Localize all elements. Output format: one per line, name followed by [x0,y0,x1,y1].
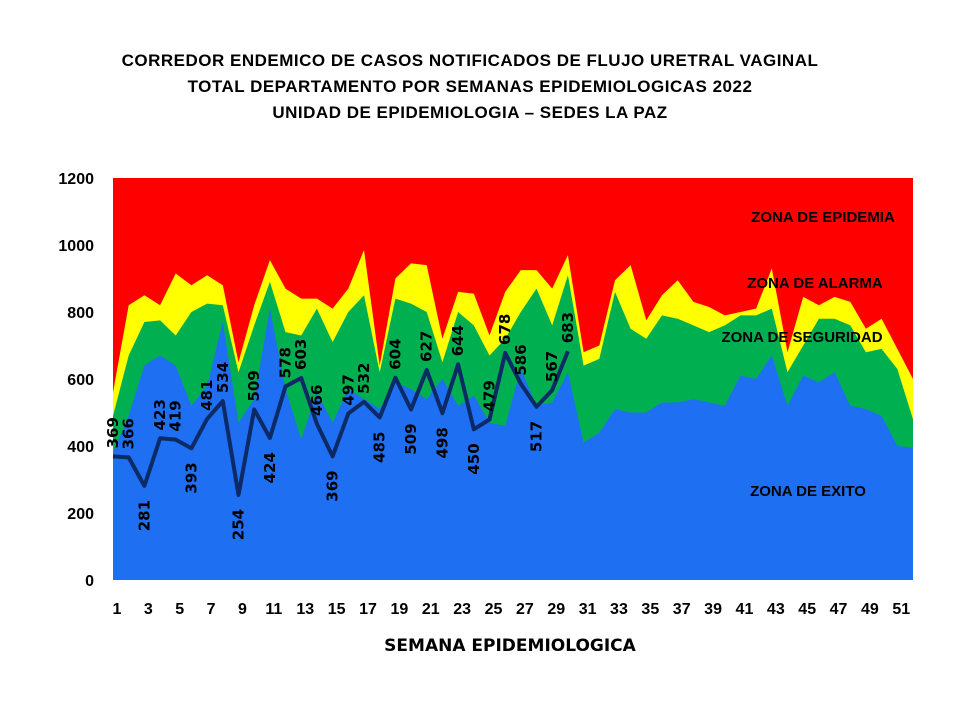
x-tick-label: 11 [265,601,282,618]
y-tick-label: 400 [67,439,94,456]
data-label: 498 [433,427,451,458]
data-label: 532 [355,363,373,394]
data-label: 578 [276,347,294,378]
x-tick-label: 13 [296,601,314,618]
x-tick-label: 35 [641,601,659,618]
data-label: 517 [528,421,546,452]
x-tick-label: 47 [830,601,848,618]
y-tick-label: 800 [67,305,94,322]
data-label: 369 [324,470,342,501]
x-tick-label: 7 [207,601,216,618]
data-label: 419 [167,400,185,431]
data-label: 254 [230,509,248,540]
data-label: 424 [261,452,279,483]
data-label: 366 [120,418,138,449]
x-tick-label: 43 [767,601,785,618]
y-tick-label: 0 [85,573,94,590]
chart-title-line-2: TOTAL DEPARTAMENTO POR SEMANAS EPIDEMIOL… [187,77,753,96]
data-label: 644 [449,325,467,356]
data-label: 479 [481,380,499,411]
zone-label-seguridad: ZONA DE SEGURIDAD [721,329,882,346]
x-tick-label: 49 [861,601,879,618]
x-tick-label: 27 [516,601,534,618]
y-tick-label: 1200 [58,171,94,188]
x-tick-label: 15 [328,601,346,618]
data-label: 586 [512,344,530,375]
x-tick-label: 29 [547,601,565,618]
x-tick-label: 5 [175,601,184,618]
y-tick-label: 200 [67,506,94,523]
x-tick-label: 45 [798,601,816,618]
data-label: 466 [308,385,326,416]
data-label: 481 [198,380,216,411]
data-label: 509 [402,423,420,454]
zona-exito-area [113,308,913,580]
cases-series-line [112,350,570,497]
data-label: 450 [465,443,483,474]
x-tick-label: 33 [610,601,628,618]
x-tick-label: 39 [704,601,722,618]
x-tick-label: 37 [673,601,691,618]
x-tick-label: 51 [892,601,910,618]
x-tick-label: 19 [390,601,408,618]
x-tick-label: 1 [113,601,122,618]
zone-label-epidemia: ZONA DE EPIDEMIA [751,209,895,226]
data-label: 423 [151,399,169,430]
data-label: 683 [559,312,577,343]
data-label: 678 [496,314,514,345]
zone-label-exito: ZONA DE EXITO [750,483,866,500]
zone-label-alarma: ZONA DE ALARMA [747,275,883,292]
data-label: 567 [543,351,561,382]
data-label: 281 [135,500,153,531]
data-label: 509 [245,370,263,401]
x-tick-label: 41 [736,601,754,618]
x-tick-label: 3 [144,601,153,618]
data-label: 627 [418,331,436,362]
y-tick-label: 600 [67,372,94,389]
x-tick-label: 25 [485,601,503,618]
data-label: 497 [339,374,357,405]
x-tick-label: 23 [453,601,471,618]
x-tick-label: 31 [579,601,597,618]
x-axis-label: SEMANA EPIDEMIOLOGICA [384,636,636,656]
data-label: 603 [292,339,310,370]
data-label: 604 [386,338,404,369]
x-tick-label: 17 [359,601,377,618]
data-label: 393 [182,462,200,493]
x-tick-label: 21 [422,601,440,618]
data-label: 485 [371,432,389,463]
y-tick-label: 1000 [58,238,94,255]
chart-title-line-3: UNIDAD DE EPIDEMIOLOGIA – SEDES LA PAZ [272,103,668,122]
x-tick-label: 9 [238,601,247,618]
data-label: 369 [104,417,122,448]
chart-title-line-1: CORREDOR ENDEMICO DE CASOS NOTIFICADOS D… [121,51,819,70]
data-label: 534 [214,362,232,393]
